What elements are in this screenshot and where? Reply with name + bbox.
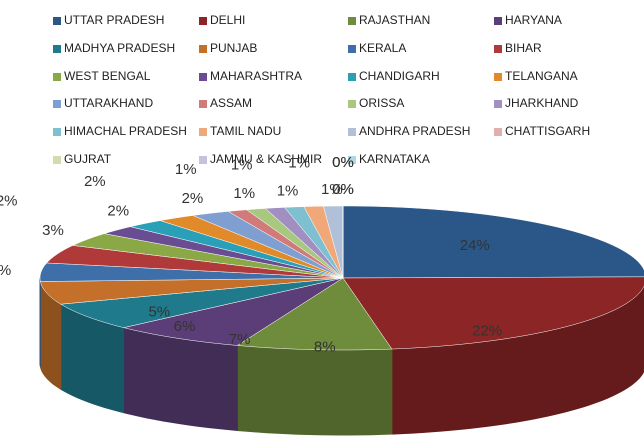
- legend-swatch: [199, 128, 207, 136]
- slice: [59, 277, 344, 328]
- data-label: 24%: [460, 237, 490, 254]
- legend-label: KERALA: [359, 41, 406, 55]
- legend-swatch: [348, 45, 356, 53]
- data-label: 0%: [332, 154, 354, 171]
- data-label: 1%: [175, 161, 197, 178]
- data-label: 3%: [42, 222, 64, 239]
- legend-label: KARNATAKA: [359, 152, 430, 166]
- legend-swatch: [348, 73, 356, 81]
- legend-swatch: [53, 17, 61, 25]
- legend-swatch: [53, 73, 61, 81]
- data-label: 1%: [288, 154, 310, 171]
- data-label: 0%: [332, 181, 354, 198]
- legend-label: TELANGANA: [505, 69, 578, 83]
- legend-label: ANDHRA PRADESH: [359, 124, 470, 138]
- legend-label: MADHYA PRADESH: [64, 41, 175, 55]
- data-label: 1%: [231, 157, 253, 174]
- legend-swatch: [199, 156, 207, 164]
- legend-label: WEST BENGAL: [64, 69, 151, 83]
- legend-label: ASSAM: [210, 96, 252, 110]
- data-label: 1%: [277, 182, 299, 199]
- legend-label: JHARKHAND: [505, 96, 579, 110]
- legend-swatch: [199, 73, 207, 81]
- data-label: 8%: [314, 338, 336, 355]
- legend-label: BIHAR: [505, 41, 542, 55]
- data-label: 4%: [0, 262, 11, 279]
- data-label: 1%: [233, 185, 255, 202]
- slice: [71, 233, 344, 279]
- legend-swatch: [348, 128, 356, 136]
- legend-label: MAHARASHTRA: [210, 69, 302, 83]
- data-label: 2%: [0, 192, 17, 209]
- data-label: 22%: [472, 323, 502, 340]
- legend-label: TAMIL NADU: [210, 124, 281, 138]
- legend-label: CHANDIGARH: [359, 69, 440, 83]
- data-label: 1%: [321, 181, 343, 198]
- slice: [40, 277, 344, 305]
- legend-label: JAMMU & KASHMIR: [210, 152, 322, 166]
- legend-swatch: [494, 73, 502, 81]
- slice: [46, 245, 344, 279]
- legend-swatch: [494, 128, 502, 136]
- slice-side: [236, 344, 393, 436]
- data-label: 7%: [229, 331, 251, 348]
- legend-label: PUNJAB: [210, 41, 257, 55]
- legend-label: UTTAR PRADESH: [64, 13, 164, 27]
- legend-label: UTTARAKHAND: [64, 96, 153, 110]
- legend-swatch: [53, 156, 61, 164]
- legend-label: GUJRAT: [64, 152, 112, 166]
- legend-swatch: [53, 100, 61, 108]
- legend-swatch: [348, 100, 356, 108]
- legend-swatch: [199, 45, 207, 53]
- data-label: 2%: [107, 202, 129, 219]
- legend-swatch: [53, 128, 61, 136]
- data-label: 6%: [174, 318, 196, 335]
- legend-swatch: [494, 17, 502, 25]
- legend-label: CHATTISGARH: [505, 124, 590, 138]
- data-label: 2%: [84, 173, 106, 190]
- data-label: 5%: [148, 303, 170, 320]
- data-label: 0%: [332, 154, 354, 171]
- legend-swatch: [494, 100, 502, 108]
- legend-swatch: [348, 156, 356, 164]
- slice: [342, 205, 644, 279]
- legend-swatch: [348, 17, 356, 25]
- legend-swatch: [199, 17, 207, 25]
- legend-label: DELHI: [210, 13, 245, 27]
- legend-label: RAJASTHAN: [359, 13, 430, 27]
- slice: [236, 277, 393, 351]
- legend-swatch: [199, 100, 207, 108]
- slice: [39, 262, 344, 282]
- legend-label: HIMACHAL PRADESH: [64, 124, 187, 138]
- data-label: 2%: [182, 190, 204, 207]
- legend-label: HARYANA: [505, 13, 562, 27]
- legend-label: ORISSA: [359, 96, 404, 110]
- legend-swatch: [494, 45, 502, 53]
- slice: [342, 276, 644, 350]
- slice: [123, 277, 344, 346]
- legend-swatch: [53, 45, 61, 53]
- data-label: 0%: [332, 181, 354, 198]
